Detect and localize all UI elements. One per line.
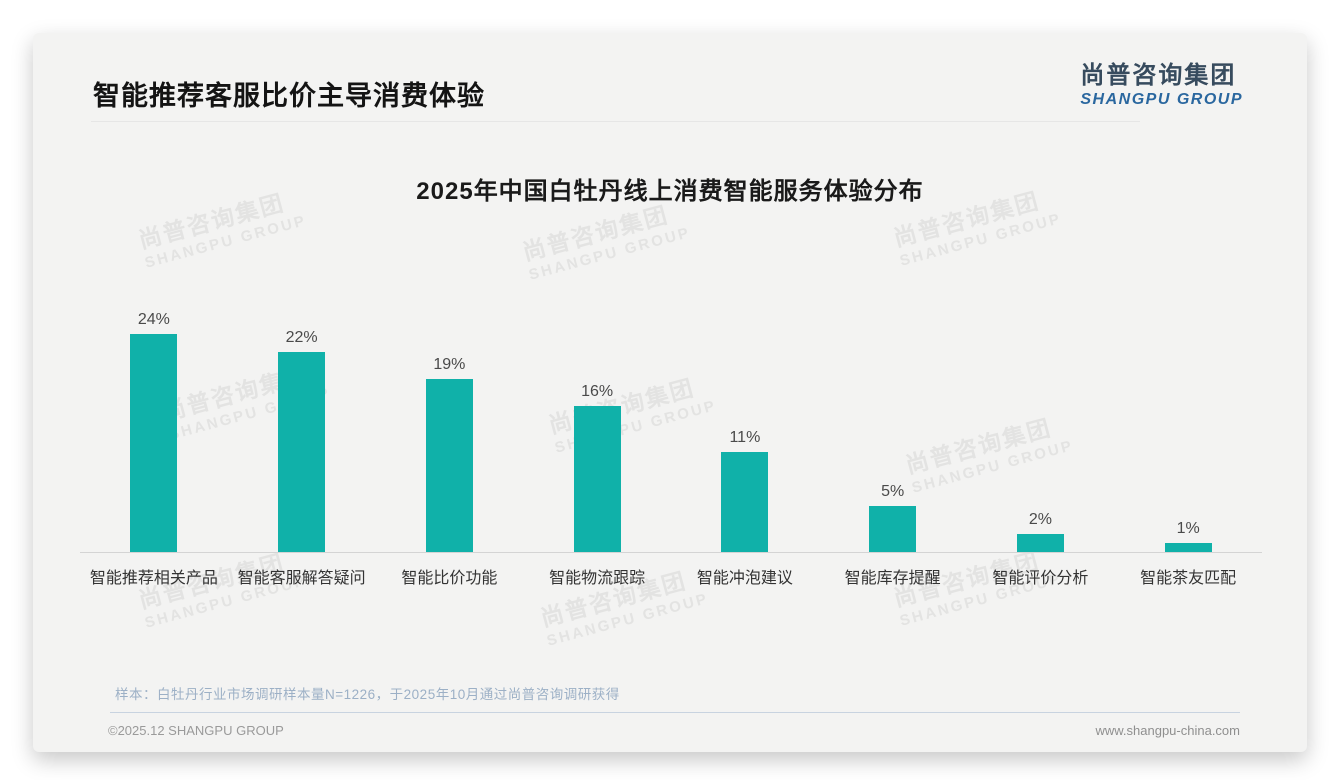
bar xyxy=(573,406,621,552)
category-label: 智能评价分析 xyxy=(992,570,1089,587)
bar-column: 5% xyxy=(819,301,967,552)
logo-chinese-text: 尚普咨询集团 xyxy=(1080,62,1237,89)
bar xyxy=(130,334,178,552)
bar xyxy=(869,506,917,552)
page-title: 智能推荐客服比价主导消费体验 xyxy=(93,81,485,111)
website-url: www.shangpu-china.com xyxy=(1095,723,1240,738)
x-axis-line xyxy=(80,552,1262,553)
bar-value-label: 11% xyxy=(729,429,761,446)
category-label: 智能比价功能 xyxy=(401,570,498,587)
header-divider xyxy=(91,121,1140,122)
bar-value-label: 2% xyxy=(1028,511,1052,528)
bar-value-label: 22% xyxy=(285,329,318,346)
category-label: 智能客服解答疑问 xyxy=(237,570,366,587)
bar-column: 1% xyxy=(1114,301,1262,552)
watermark-english-text: SHANGPU GROUP xyxy=(545,590,711,650)
category-label: 智能茶友匹配 xyxy=(1140,570,1237,587)
category-labels-row: 智能推荐相关产品 智能客服解答疑问 智能比价功能 智能物流跟踪 智能冲泡建议 智能库存提醒… xyxy=(80,564,1262,588)
watermark-english-text: SHANGPU GROUP xyxy=(898,210,1064,270)
bar xyxy=(425,379,473,552)
logo-english-text: SHANGPU GROUP xyxy=(1080,91,1243,108)
chart-title: 2025年中国白牡丹线上消费智能服务体验分布 xyxy=(416,178,924,205)
bar xyxy=(278,352,326,552)
sample-note: 样本：白牡丹行业市场调研样本量N=1226，于2025年10月通过尚普咨询调研获… xyxy=(115,687,620,702)
bar-value-label: 24% xyxy=(137,311,170,328)
copyright-text: ©2025.12 SHANGPU GROUP xyxy=(108,723,284,738)
bar xyxy=(1164,543,1212,552)
watermark-english-text: SHANGPU GROUP xyxy=(527,224,693,284)
bar-column: 19% xyxy=(376,301,524,552)
category-label: 智能库存提醒 xyxy=(844,570,941,587)
category-label: 智能冲泡建议 xyxy=(696,570,793,587)
bar-column: 2% xyxy=(967,301,1115,552)
bar-value-label: 1% xyxy=(1176,520,1200,537)
bar-column: 24% xyxy=(80,301,228,552)
bar xyxy=(721,452,769,552)
bar-column: 11% xyxy=(671,301,819,552)
watermark-english-text: SHANGPU GROUP xyxy=(143,212,309,272)
category-label: 智能推荐相关产品 xyxy=(89,570,218,587)
company-logo: 尚普咨询集团 SHANGPU GROUP xyxy=(1080,55,1243,109)
bar-value-label: 19% xyxy=(433,356,466,373)
category-label: 智能物流跟踪 xyxy=(549,570,646,587)
footer-divider xyxy=(110,712,1240,713)
bar-chart: 24% 22% 19% 16% 11% 5% 2% 1% xyxy=(80,301,1262,552)
bar-value-label: 5% xyxy=(881,483,905,500)
bar-column: 16% xyxy=(523,301,671,552)
bar-column: 22% xyxy=(228,301,376,552)
bar xyxy=(1016,534,1064,552)
bar-value-label: 16% xyxy=(581,383,614,400)
slide-card: 尚普咨询集团 SHANGPU GROUP 尚普咨询集团 SHANGPU GROUP 尚普… xyxy=(33,33,1307,752)
